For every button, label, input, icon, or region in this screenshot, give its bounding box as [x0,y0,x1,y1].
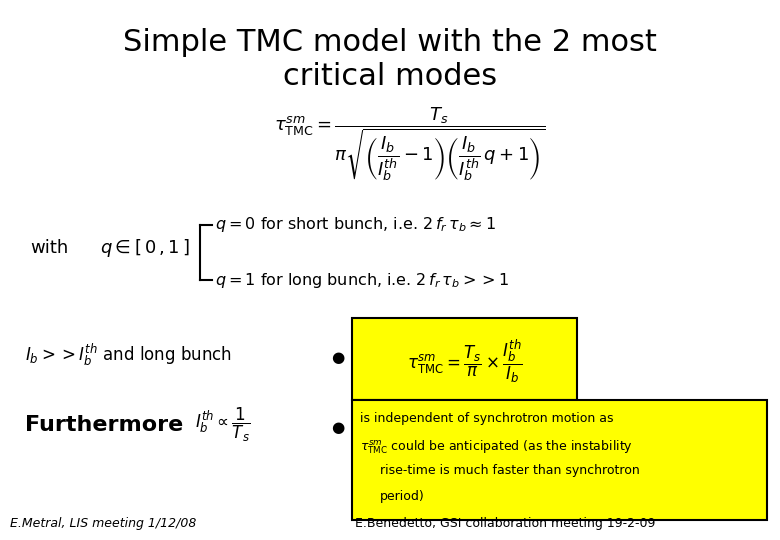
Text: ●: ● [332,421,345,435]
Text: critical modes: critical modes [283,62,497,91]
Text: $q\in[\,0\,,1\,]$: $q\in[\,0\,,1\,]$ [100,237,190,259]
Text: E.Metral, LIS meeting 1/12/08: E.Metral, LIS meeting 1/12/08 [10,517,197,530]
Text: ●: ● [332,350,345,366]
FancyBboxPatch shape [352,318,577,400]
Text: $q=0$ for short bunch, i.e. $2\,f_r\,\tau_b\approx 1$: $q=0$ for short bunch, i.e. $2\,f_r\,\ta… [215,215,496,234]
Text: $I_b^{th}\propto\dfrac{1}{T_s}$: $I_b^{th}\propto\dfrac{1}{T_s}$ [195,406,250,444]
FancyBboxPatch shape [352,400,767,520]
Text: $\tau_{\mathrm{TMC}}^{sm} = \dfrac{T_s}{\pi}\times\dfrac{I_b^{th}}{I_b}$: $\tau_{\mathrm{TMC}}^{sm} = \dfrac{T_s}{… [406,338,523,384]
Text: rise-time is much faster than synchrotron: rise-time is much faster than synchrotro… [380,464,640,477]
Text: Furthermore: Furthermore [25,415,183,435]
Text: $\tau_{\mathrm{TMC}}^{sm} = \dfrac{T_s}{\pi\sqrt{\left(\dfrac{I_b}{I^{th}_b}-1\r: $\tau_{\mathrm{TMC}}^{sm} = \dfrac{T_s}{… [274,105,546,182]
Text: $I_b >> I_b^{th}$ and long bunch: $I_b >> I_b^{th}$ and long bunch [25,342,232,368]
Text: $q=1$ for long bunch, i.e. $2\,f_r\,\tau_b >> 1$: $q=1$ for long bunch, i.e. $2\,f_r\,\tau… [215,271,509,289]
Text: period): period) [380,490,425,503]
Text: is independent of synchrotron motion as: is independent of synchrotron motion as [360,412,614,425]
Text: Simple TMC model with the 2 most: Simple TMC model with the 2 most [123,28,657,57]
Text: with: with [30,239,69,257]
Text: $\tau_{\mathrm{TMC}}^{sm}$ could be anticipated (as the instability: $\tau_{\mathrm{TMC}}^{sm}$ could be anti… [360,438,633,456]
Text: E.Benedetto, GSI collaboration meeting 19-2-09: E.Benedetto, GSI collaboration meeting 1… [355,517,655,530]
